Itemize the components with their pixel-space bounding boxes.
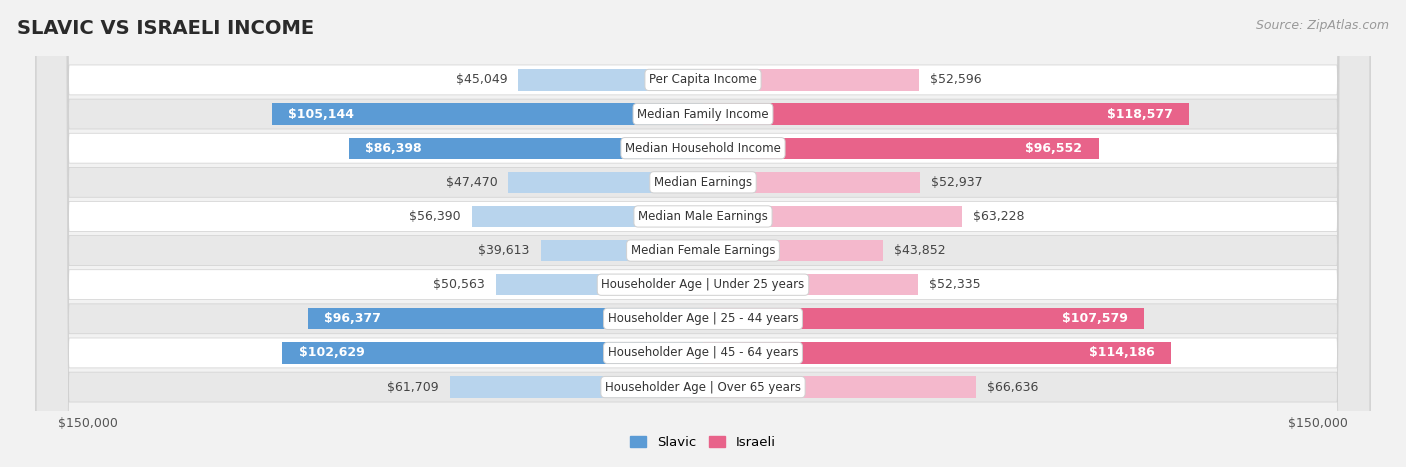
Text: $107,579: $107,579 <box>1062 312 1128 325</box>
FancyBboxPatch shape <box>37 0 1369 467</box>
Bar <box>703 342 1171 363</box>
Bar <box>703 308 1144 329</box>
FancyBboxPatch shape <box>37 0 1369 467</box>
Bar <box>509 172 703 193</box>
Text: Per Capita Income: Per Capita Income <box>650 73 756 86</box>
Text: $50,563: $50,563 <box>433 278 485 291</box>
Text: Householder Age | 45 - 64 years: Householder Age | 45 - 64 years <box>607 347 799 360</box>
Text: Median Male Earnings: Median Male Earnings <box>638 210 768 223</box>
Text: $39,613: $39,613 <box>478 244 530 257</box>
Text: $52,335: $52,335 <box>929 278 980 291</box>
FancyBboxPatch shape <box>37 0 1369 467</box>
Text: Source: ZipAtlas.com: Source: ZipAtlas.com <box>1256 19 1389 32</box>
Text: $47,470: $47,470 <box>446 176 498 189</box>
FancyBboxPatch shape <box>37 0 1369 467</box>
Text: $96,377: $96,377 <box>325 312 381 325</box>
Text: $61,709: $61,709 <box>387 381 439 394</box>
Bar <box>703 104 1189 125</box>
Bar <box>703 138 1099 159</box>
Text: $102,629: $102,629 <box>298 347 364 360</box>
Text: Householder Age | Over 65 years: Householder Age | Over 65 years <box>605 381 801 394</box>
Text: $105,144: $105,144 <box>288 107 354 120</box>
Legend: Slavic, Israeli: Slavic, Israeli <box>626 431 780 454</box>
Bar <box>703 240 883 261</box>
Text: $52,596: $52,596 <box>929 73 981 86</box>
Bar <box>540 240 703 261</box>
Text: $63,228: $63,228 <box>973 210 1025 223</box>
Text: $114,186: $114,186 <box>1088 347 1154 360</box>
Text: $45,049: $45,049 <box>456 73 508 86</box>
Text: $43,852: $43,852 <box>894 244 945 257</box>
Bar <box>472 206 703 227</box>
Text: Median Household Income: Median Household Income <box>626 142 780 155</box>
Bar <box>271 104 703 125</box>
Text: $118,577: $118,577 <box>1107 107 1173 120</box>
FancyBboxPatch shape <box>37 0 1369 467</box>
Bar <box>703 274 918 295</box>
Bar <box>308 308 703 329</box>
FancyBboxPatch shape <box>37 0 1369 467</box>
Text: Householder Age | 25 - 44 years: Householder Age | 25 - 44 years <box>607 312 799 325</box>
Text: $56,390: $56,390 <box>409 210 461 223</box>
Text: $52,937: $52,937 <box>931 176 983 189</box>
Bar <box>349 138 703 159</box>
Bar <box>703 376 976 398</box>
Text: Median Earnings: Median Earnings <box>654 176 752 189</box>
Bar <box>703 172 920 193</box>
Bar <box>703 69 918 91</box>
Text: Median Family Income: Median Family Income <box>637 107 769 120</box>
Bar <box>496 274 703 295</box>
Text: $86,398: $86,398 <box>366 142 422 155</box>
Bar <box>283 342 703 363</box>
Text: $96,552: $96,552 <box>1025 142 1083 155</box>
Text: SLAVIC VS ISRAELI INCOME: SLAVIC VS ISRAELI INCOME <box>17 19 314 38</box>
Bar <box>519 69 703 91</box>
FancyBboxPatch shape <box>37 0 1369 467</box>
FancyBboxPatch shape <box>37 0 1369 467</box>
FancyBboxPatch shape <box>37 0 1369 467</box>
FancyBboxPatch shape <box>37 0 1369 467</box>
Bar <box>450 376 703 398</box>
Bar <box>703 206 962 227</box>
Text: Median Female Earnings: Median Female Earnings <box>631 244 775 257</box>
Text: $66,636: $66,636 <box>987 381 1039 394</box>
Text: Householder Age | Under 25 years: Householder Age | Under 25 years <box>602 278 804 291</box>
